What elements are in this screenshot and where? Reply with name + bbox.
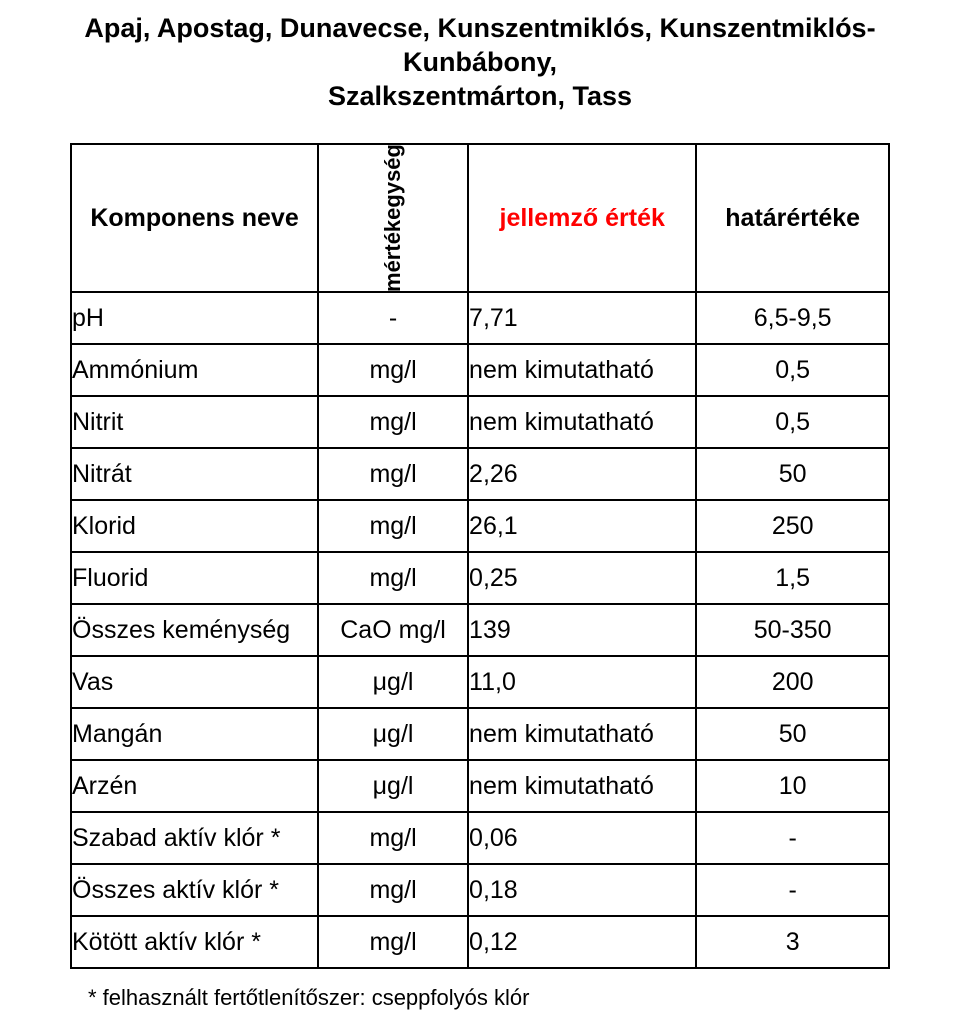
table-row: Fluoridmg/l0,251,5	[71, 552, 889, 604]
header-row: Komponens neve mértékegység jellemző ért…	[71, 144, 889, 292]
cell-limit: 50-350	[696, 604, 889, 656]
cell-component: Összes aktív klór *	[71, 864, 318, 916]
header-limit-label: határértéke	[725, 204, 860, 232]
page: Apaj, Apostag, Dunavecse, Kunszentmiklós…	[0, 0, 960, 1031]
cell-unit: mg/l	[318, 448, 468, 500]
table-row: Arzénμg/lnem kimutatható10	[71, 760, 889, 812]
cell-component: Arzén	[71, 760, 318, 812]
cell-limit: 250	[696, 500, 889, 552]
cell-unit: mg/l	[318, 500, 468, 552]
cell-unit: mg/l	[318, 864, 468, 916]
cell-component: Ammónium	[71, 344, 318, 396]
table-row: Nitritmg/lnem kimutatható0,5	[71, 396, 889, 448]
title-line-1: Apaj, Apostag, Dunavecse, Kunszentmiklós…	[84, 13, 875, 77]
cell-component: Fluorid	[71, 552, 318, 604]
table-head: Komponens neve mértékegység jellemző ért…	[71, 144, 889, 292]
cell-unit: μg/l	[318, 656, 468, 708]
cell-limit: 50	[696, 448, 889, 500]
table-body: pH-7,716,5-9,5Ammóniummg/lnem kimutathat…	[71, 292, 889, 968]
cell-component: Mangán	[71, 708, 318, 760]
table-row: Összes keménységCaO mg/l13950-350	[71, 604, 889, 656]
table-row: Mangánμg/lnem kimutatható50	[71, 708, 889, 760]
header-unit-label: mértékegység	[380, 144, 406, 292]
cell-value: nem kimutatható	[468, 760, 696, 812]
cell-component: Nitrit	[71, 396, 318, 448]
cell-unit: mg/l	[318, 916, 468, 968]
table-row: Szabad aktív klór *mg/l0,06-	[71, 812, 889, 864]
table-row: Vasμg/l11,0200	[71, 656, 889, 708]
cell-value: 139	[468, 604, 696, 656]
cell-component: Nitrát	[71, 448, 318, 500]
cell-value: 0,06	[468, 812, 696, 864]
header-unit-wrap: mértékegység	[319, 145, 467, 291]
cell-component: Összes keménység	[71, 604, 318, 656]
cell-value: 11,0	[468, 656, 696, 708]
table-row: Összes aktív klór *mg/l0,18-	[71, 864, 889, 916]
cell-value: nem kimutatható	[468, 708, 696, 760]
cell-unit: mg/l	[318, 812, 468, 864]
cell-limit: 0,5	[696, 344, 889, 396]
table-row: Kloridmg/l26,1250	[71, 500, 889, 552]
cell-limit: 1,5	[696, 552, 889, 604]
cell-limit: 50	[696, 708, 889, 760]
cell-limit: -	[696, 864, 889, 916]
cell-value: 2,26	[468, 448, 696, 500]
cell-unit: -	[318, 292, 468, 344]
cell-unit: μg/l	[318, 708, 468, 760]
table-row: Kötött aktív klór *mg/l0,123	[71, 916, 889, 968]
header-value: jellemző érték	[468, 144, 696, 292]
header-value-label: jellemző érték	[500, 204, 665, 232]
cell-limit: 10	[696, 760, 889, 812]
cell-component: Kötött aktív klór *	[71, 916, 318, 968]
cell-limit: 0,5	[696, 396, 889, 448]
cell-value: nem kimutatható	[468, 396, 696, 448]
header-component-label: Komponens neve	[90, 204, 298, 232]
cell-limit: 200	[696, 656, 889, 708]
cell-component: Szabad aktív klór *	[71, 812, 318, 864]
header-unit: mértékegység	[318, 144, 468, 292]
table-row: Ammóniummg/lnem kimutatható0,5	[71, 344, 889, 396]
footnote: * felhasznált fertőtlenítőszer: cseppfol…	[70, 985, 890, 1011]
cell-unit: μg/l	[318, 760, 468, 812]
cell-component: pH	[71, 292, 318, 344]
header-component: Komponens neve	[71, 144, 318, 292]
cell-value: 26,1	[468, 500, 696, 552]
table-row: pH-7,716,5-9,5	[71, 292, 889, 344]
cell-value: 0,18	[468, 864, 696, 916]
cell-unit: mg/l	[318, 396, 468, 448]
water-quality-table: Komponens neve mértékegység jellemző ért…	[70, 143, 890, 969]
cell-value: nem kimutatható	[468, 344, 696, 396]
cell-unit: mg/l	[318, 344, 468, 396]
cell-component: Vas	[71, 656, 318, 708]
table-row: Nitrátmg/l2,2650	[71, 448, 889, 500]
cell-component: Klorid	[71, 500, 318, 552]
cell-value: 0,12	[468, 916, 696, 968]
cell-value: 7,71	[468, 292, 696, 344]
cell-unit: CaO mg/l	[318, 604, 468, 656]
title-line-2: Szalkszentmárton, Tass	[328, 81, 632, 111]
page-title: Apaj, Apostag, Dunavecse, Kunszentmiklós…	[36, 12, 924, 113]
header-limit: határértéke	[696, 144, 889, 292]
cell-limit: 3	[696, 916, 889, 968]
cell-unit: mg/l	[318, 552, 468, 604]
cell-value: 0,25	[468, 552, 696, 604]
cell-limit: -	[696, 812, 889, 864]
cell-limit: 6,5-9,5	[696, 292, 889, 344]
